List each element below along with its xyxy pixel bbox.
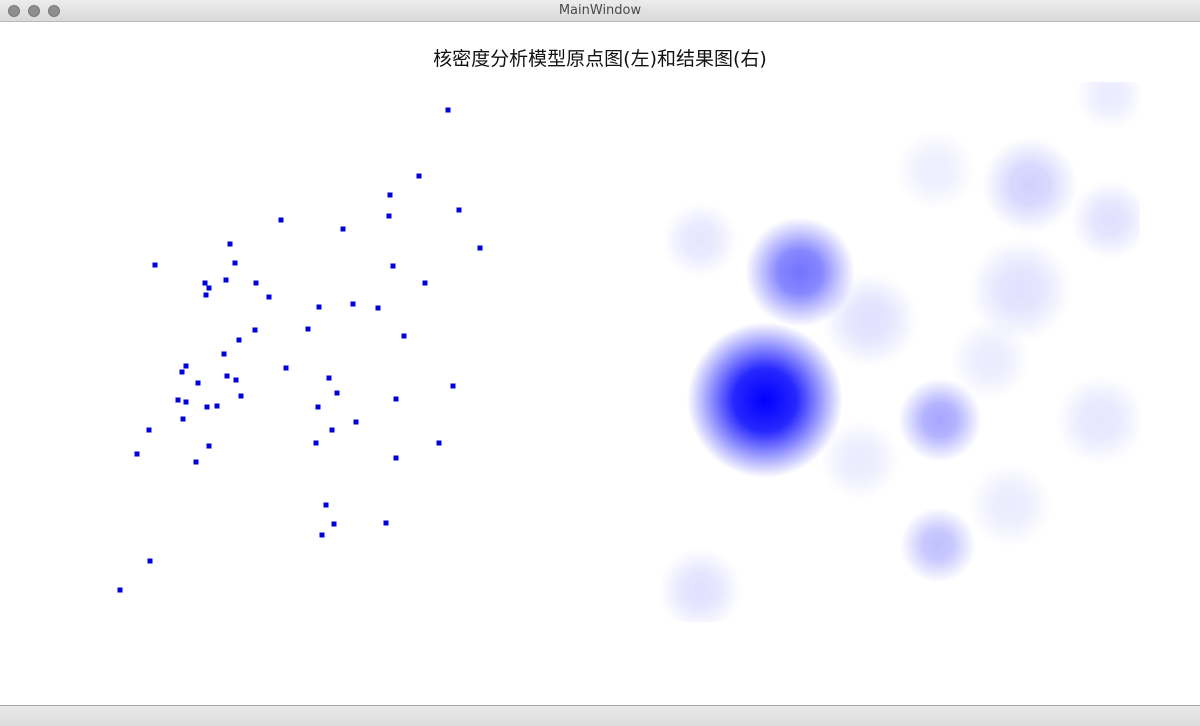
scatter-point-28 <box>283 365 289 371</box>
density-blob-3 <box>900 507 976 583</box>
scatter-point-3 <box>456 207 462 213</box>
status-bar <box>0 705 1200 726</box>
density-blob-15 <box>820 420 900 500</box>
scatter-point-4 <box>386 213 392 219</box>
scatter-point-13 <box>202 280 208 286</box>
scatter-point-46 <box>146 427 152 433</box>
scatter-point-24 <box>401 333 407 339</box>
scatter-point-23 <box>305 326 311 332</box>
window-titlebar: MainWindow <box>0 0 1200 22</box>
scatter-point-25 <box>236 337 242 343</box>
scatter-point-56 <box>319 532 325 538</box>
scatter-point-0 <box>445 107 451 113</box>
scatter-point-26 <box>221 351 227 357</box>
density-blob-7 <box>662 202 738 278</box>
density-blob-13 <box>822 272 918 368</box>
scatter-point-22 <box>252 327 258 333</box>
scatter-point-33 <box>195 380 201 386</box>
scatter-point-51 <box>393 455 399 461</box>
density-blob-6 <box>968 238 1072 342</box>
scatter-point-45 <box>329 427 335 433</box>
scatter-point-15 <box>422 280 428 286</box>
scatter-point-40 <box>204 404 210 410</box>
density-blob-8 <box>660 548 742 622</box>
scatter-point-38 <box>175 397 181 403</box>
scatter-point-20 <box>316 304 322 310</box>
scatter-point-21 <box>375 305 381 311</box>
scatter-plot <box>117 107 483 593</box>
scatter-point-7 <box>477 245 483 251</box>
scatter-point-14 <box>253 280 259 286</box>
scatter-point-39 <box>183 399 189 405</box>
density-blob-10 <box>968 463 1052 547</box>
scatter-point-30 <box>224 373 230 379</box>
scatter-point-29 <box>179 369 185 375</box>
scatter-point-31 <box>233 377 239 383</box>
scatter-point-37 <box>393 396 399 402</box>
maximize-window-icon[interactable] <box>48 5 60 17</box>
scatter-point-35 <box>334 390 340 396</box>
scatter-point-43 <box>180 416 186 422</box>
scatter-point-17 <box>203 292 209 298</box>
scatter-point-53 <box>323 502 329 508</box>
scatter-point-32 <box>326 375 332 381</box>
density-blob-5 <box>1070 180 1140 260</box>
scatter-point-11 <box>390 263 396 269</box>
scatter-point-57 <box>147 558 153 564</box>
close-window-icon[interactable] <box>8 5 20 17</box>
density-blob-2 <box>898 378 982 462</box>
scatter-point-27 <box>183 363 189 369</box>
scatter-point-2 <box>387 192 393 198</box>
scatter-point-5 <box>278 217 284 223</box>
density-blob-4 <box>982 137 1078 233</box>
density-blob-9 <box>1055 375 1140 465</box>
scatter-point-48 <box>206 443 212 449</box>
density-blob-14 <box>950 320 1030 400</box>
page-title: 核密度分析模型原点图(左)和结果图(右) <box>433 48 767 70</box>
scatter-point-52 <box>193 459 199 465</box>
scatter-point-58 <box>117 587 123 593</box>
scatter-point-50 <box>134 451 140 457</box>
scatter-point-49 <box>436 440 442 446</box>
scatter-point-42 <box>315 404 321 410</box>
scatter-point-18 <box>266 294 272 300</box>
density-blob-12 <box>1075 82 1140 130</box>
scatter-point-1 <box>416 173 422 179</box>
scatter-point-10 <box>152 262 158 268</box>
scatter-point-54 <box>331 521 337 527</box>
scatter-point-12 <box>223 277 229 283</box>
scatter-point-9 <box>232 260 238 266</box>
scatter-point-55 <box>383 520 389 526</box>
density-blob-0 <box>687 322 843 478</box>
density-blob-11 <box>895 130 975 210</box>
scatter-point-19 <box>350 301 356 307</box>
scatter-point-36 <box>238 393 244 399</box>
kernel-density-heatmap <box>660 82 1140 622</box>
window-title: MainWindow <box>558 3 642 18</box>
scatter-point-6 <box>340 226 346 232</box>
scatter-point-34 <box>450 383 456 389</box>
scatter-point-16 <box>206 285 212 291</box>
minimize-window-icon[interactable] <box>28 5 40 17</box>
scatter-point-41 <box>214 403 220 409</box>
scatter-point-44 <box>353 419 359 425</box>
scatter-point-8 <box>227 241 233 247</box>
scatter-point-47 <box>313 440 319 446</box>
